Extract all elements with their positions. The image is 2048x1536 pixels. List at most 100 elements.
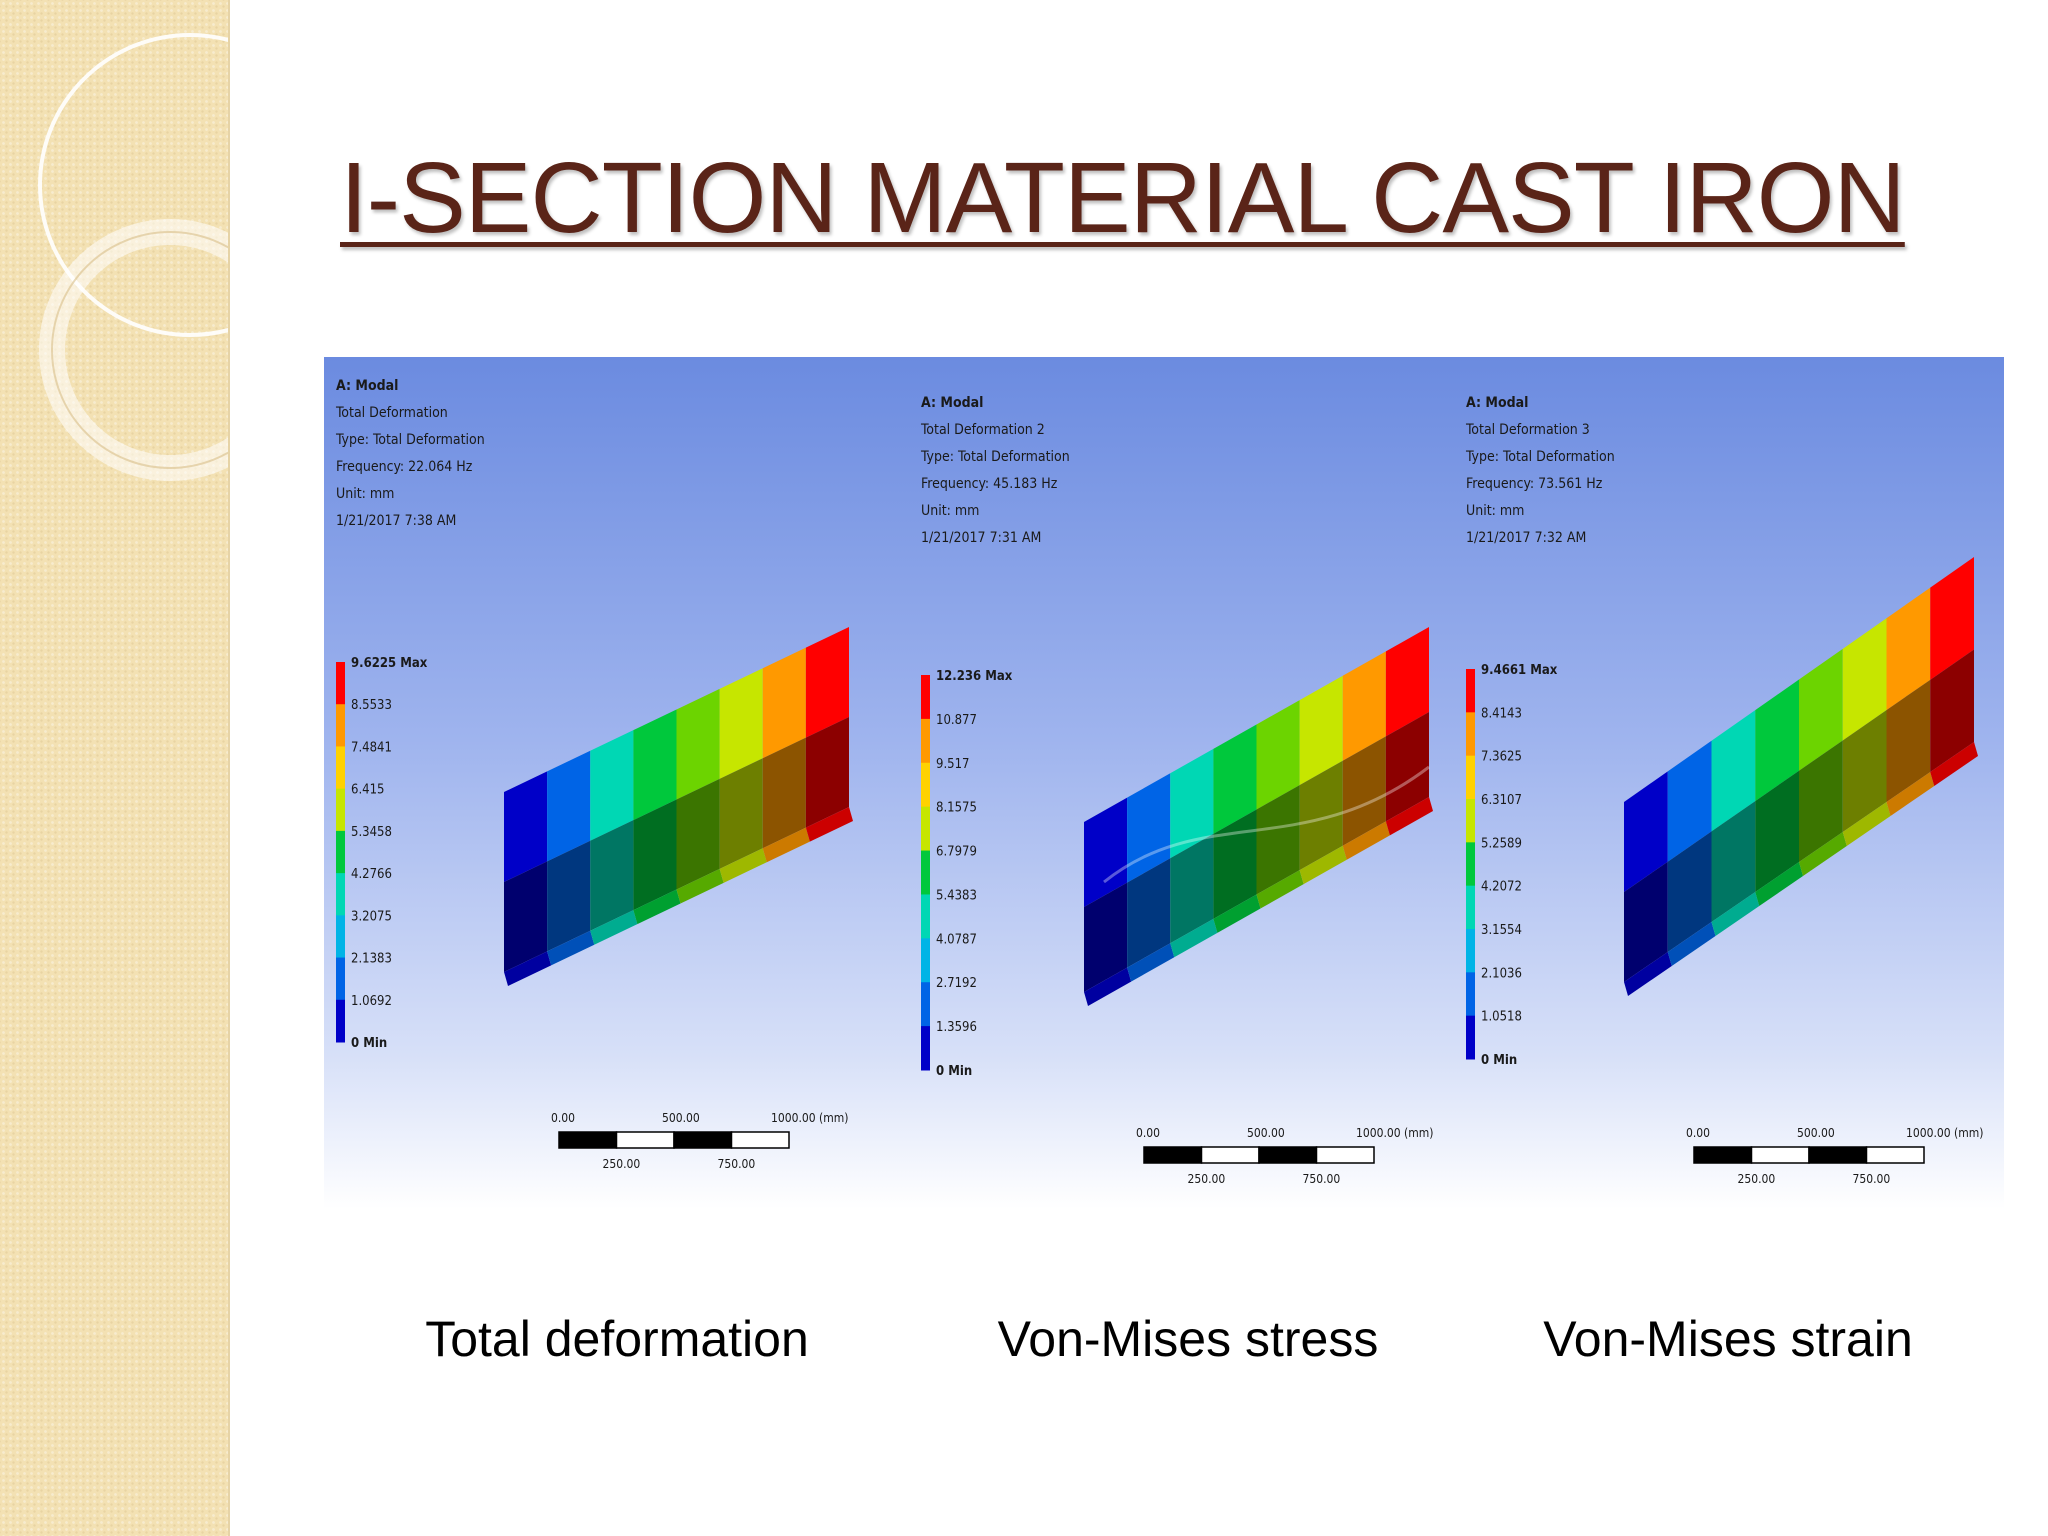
legend-swatch [336,788,345,832]
contour-band-shaded [676,778,720,890]
scale-label: 250.00 [603,1157,641,1171]
result-info-block: A: Modal Total Deformation Type: Total Def… [335,378,485,529]
von-mises-stress-panel: A: Modal Total Deformation 2 Type: Total D… [909,357,1454,1209]
i-section-beam-model [1624,557,1978,996]
contour-band-flange [1127,943,1175,982]
legend-label: 2.1383 [351,952,392,967]
contour-band-flange [1930,742,1978,786]
contour-band-shaded [762,737,806,849]
contour-band [1213,724,1257,834]
legend-label: 7.4841 [351,740,392,755]
contour-band [805,627,849,738]
legend-label: 2.1036 [1481,966,1522,981]
von-mises-strain-panel: A: Modal Total Deformation 3 Type: Total D… [1454,357,2004,1209]
contour-band [762,647,806,759]
scale-label: 500.00 [1247,1126,1285,1140]
contour-band [1342,651,1386,761]
legend-label: 9.517 [936,757,969,772]
legend-swatch [1466,842,1475,887]
i-section-beam-model [1084,627,1433,1006]
contour-band-flange [1385,797,1433,836]
contour-band-flange [676,868,724,904]
legend-label: 1.0692 [351,994,392,1009]
contour-band-flange [590,910,638,945]
legend-swatch [921,1026,930,1071]
contour-band-flange [805,807,853,842]
contour-band [1799,648,1843,771]
legend-swatch [336,873,345,916]
legend-label: 3.1554 [1481,923,1522,938]
scale-bar: 0.00 500.00 1000.00 (mm) 250.00 750.00 [551,1111,849,1171]
legend-label: 0 Min [351,1036,387,1051]
scale-label: 500.00 [662,1111,700,1125]
legend-swatch [921,806,930,852]
legend-label: 4.2072 [1481,880,1522,895]
deformed-web-edge [1103,765,1430,884]
contour-band-flange [1799,832,1847,876]
legend-swatch [336,704,345,747]
contour-band [1256,700,1300,810]
scale-bar: 0.00 500.00 1000.00 (mm) 250.00 750.00 [1686,1126,1984,1186]
legend-label: 5.2589 [1481,836,1522,851]
scale-segment [1315,1146,1375,1164]
caption-total-deformation: Total deformation [425,1311,809,1367]
contour-band [1170,748,1214,859]
legend-swatch [921,894,930,939]
legend-swatch [921,982,930,1027]
contour-band-flange [504,951,552,986]
legend-swatch [336,830,345,874]
i-section-beam-model [504,627,853,986]
contour-band [504,771,548,882]
legend-label: 6.7979 [936,845,977,860]
scale-segment [1808,1146,1868,1164]
scale-segment [1143,1146,1203,1164]
contour-band-shaded [1299,760,1343,871]
slide-title: I-SECTION MATERIAL CAST IRON [340,142,1906,254]
result-info-line: A: Modal [921,395,983,411]
result-info-line: Total Deformation 3 [1465,422,1590,438]
legend-label: 8.1575 [936,801,977,816]
contour-band-shaded [1213,809,1257,919]
contour-band-shaded [1886,679,1931,802]
contour-band-shaded [590,820,634,931]
scale-label: 750.00 [718,1157,756,1171]
legend-swatch [336,999,345,1043]
contour-band-flange [1256,870,1304,909]
scale-segment [1258,1146,1318,1164]
contour-band [1084,797,1128,907]
contour-legend: 9.4661 Max 8.4143 7.3625 6.3107 5.2589 4.2072… [1466,663,1558,1068]
result-info-line: Frequency: 22.064 Hz [336,459,473,475]
contour-band-shaded [633,799,677,911]
legend-label: 1.3596 [936,1020,977,1035]
scale-label: 1000.00 (mm) [1356,1126,1434,1140]
contour-band-flange [1755,862,1803,906]
contour-band-shaded [1842,710,1887,832]
contour-band-shaded [1385,712,1429,822]
contour-band-shaded [1711,801,1756,922]
contour-band-shaded [1342,736,1386,846]
scale-label: 500.00 [1797,1126,1835,1140]
scale-label: 1000.00 (mm) [771,1111,849,1125]
contour-band-flange [1886,772,1935,816]
contour-band [1385,627,1429,737]
decorative-side-band [0,0,230,1536]
legend-swatch [1466,972,1475,1017]
legend-label: 12.236 Max [936,669,1013,684]
decorative-rings [38,33,228,481]
result-info-line: Unit: mm [921,503,979,519]
caption-von-mises-strain: Von-Mises strain [1543,1311,1913,1367]
legend-label: 5.3458 [351,825,392,840]
total-deformation-panel: A: Modal Total Deformation Type: Total Def… [324,357,909,1209]
contour-band-shaded [1930,649,1974,772]
contour-band-shaded [504,861,548,972]
scale-segment [615,1131,675,1149]
scale-bar: 0.00 500.00 1000.00 (mm) 250.00 750.00 [1136,1126,1434,1186]
legend-swatch [921,675,930,720]
legend-swatch [1466,712,1475,757]
contour-band-flange [1842,802,1891,846]
contour-band [1127,773,1171,883]
contour-band [1930,557,1974,680]
contour-band [1711,710,1756,832]
legend-label: 2.7192 [936,976,977,991]
contour-band-flange [1084,967,1132,1006]
